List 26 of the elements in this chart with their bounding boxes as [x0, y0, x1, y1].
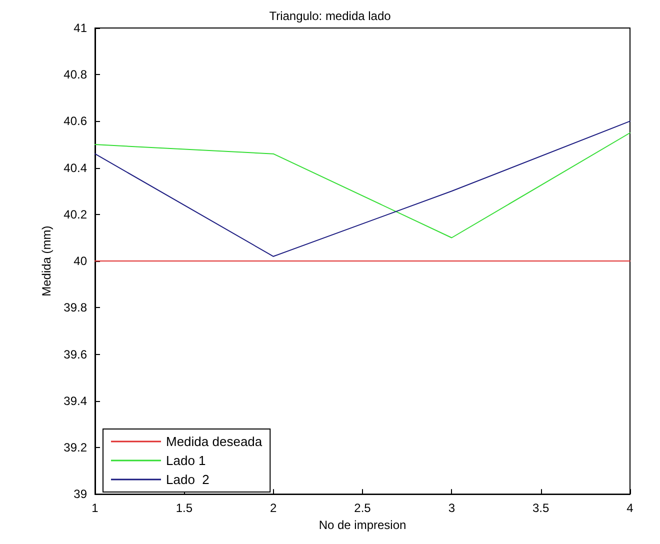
legend-label: Lado 2	[166, 472, 210, 487]
y-tick-label: 40	[74, 254, 88, 268]
x-tick-label: 2	[270, 501, 277, 516]
line-series	[94, 132, 630, 238]
y-tick-label: 41	[74, 21, 88, 35]
y-tick-label: 40.2	[64, 207, 88, 222]
x-tick-label: 3.5	[532, 501, 550, 516]
chart-title: Triangulo: medida lado	[269, 9, 392, 23]
legend-label: Medida deseada	[166, 434, 263, 449]
y-tick-label: 40.6	[64, 114, 88, 128]
x-tick-label: 4	[626, 501, 634, 516]
x-tick-label: 2.5	[354, 501, 372, 516]
y-tick-label: 39.8	[64, 300, 88, 315]
y-axis-title: Medida (mm)	[40, 226, 54, 296]
x-tick-label: 1.5	[176, 501, 193, 516]
x-tick-label: 3	[448, 501, 456, 516]
line-series	[94, 120, 630, 257]
x-tick-label: 1	[92, 501, 99, 516]
y-tick-label: 39.2	[64, 440, 88, 454]
y-tick-label: 39	[74, 487, 88, 502]
y-tick-label: 40.8	[64, 68, 88, 82]
y-tick-label: 40.4	[64, 160, 88, 175]
y-tick-label: 39.6	[64, 347, 88, 362]
y-tick-label: 39.4	[64, 394, 88, 408]
x-axis-title: No de impresion	[318, 518, 406, 532]
legend-label: Lado 1	[166, 453, 206, 468]
